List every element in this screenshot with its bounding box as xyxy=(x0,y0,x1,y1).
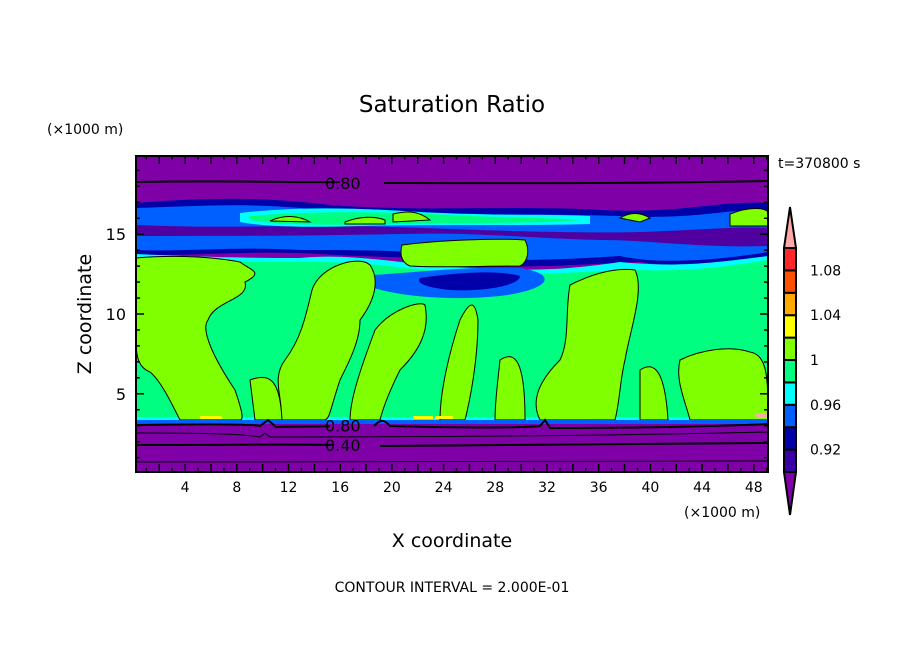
colorbar-swatch xyxy=(783,359,797,384)
colorbar-swatch xyxy=(783,269,797,294)
colorbar-under-triangle xyxy=(782,471,798,516)
y-units-label: (×1000 m) xyxy=(47,122,123,138)
y-tick-label: 15 xyxy=(106,225,126,244)
regions-above-1.00 xyxy=(136,208,768,421)
x-tick-label: 44 xyxy=(693,480,711,496)
contour-interval-note: CONTOUR INTERVAL = 2.000E-01 xyxy=(335,580,570,596)
y-tick-label: 10 xyxy=(106,305,126,324)
x-units-label: (×1000 m) xyxy=(684,505,760,521)
colorbar-swatch xyxy=(783,403,797,429)
x-tick-label: 16 xyxy=(331,480,349,496)
regions-above-1.02 xyxy=(200,416,453,419)
y-axis-label: Z coordinate xyxy=(74,254,96,374)
colorbar-swatch xyxy=(783,314,797,339)
region-0.96-boundary xyxy=(136,420,768,424)
colorbar-label: 1.08 xyxy=(810,263,841,279)
contour-field: 0.800.800.40 xyxy=(136,156,768,472)
x-tick-label: 48 xyxy=(745,480,763,496)
x-tick-label: 24 xyxy=(435,480,453,496)
colorbar-label: 0.96 xyxy=(810,398,841,414)
colorbar-over-triangle xyxy=(782,206,798,249)
chart-title: Saturation Ratio xyxy=(359,92,545,118)
contour-label: 0.80 xyxy=(325,174,361,193)
x-tick-label: 12 xyxy=(280,480,298,496)
colorbar-swatch xyxy=(783,448,797,474)
contour-labels: 0.800.800.40 xyxy=(325,174,361,455)
x-tick-label: 28 xyxy=(486,480,504,496)
x-tick-label: 40 xyxy=(641,480,659,496)
x-tick-label: 20 xyxy=(383,480,401,496)
colorbar: 0.92 0.96 1 1.04 1.08 xyxy=(782,206,841,516)
x-tick-label: 8 xyxy=(232,480,241,496)
x-axis-label: X coordinate xyxy=(392,530,512,552)
region-dry-pocket-core xyxy=(419,272,520,291)
colorbar-swatch xyxy=(783,381,797,406)
colorbar-label: 0.92 xyxy=(810,443,841,459)
contour-label: 0.40 xyxy=(325,436,361,455)
colorbar-swatch xyxy=(783,291,797,317)
contour-label: 0.80 xyxy=(325,417,361,436)
x-tick-label: 36 xyxy=(590,480,608,496)
colorbar-swatch xyxy=(783,336,797,362)
region-above-1.10 xyxy=(755,413,767,418)
colorbar-label: 1.04 xyxy=(810,308,841,324)
x-tick-label: 32 xyxy=(538,480,556,496)
region-indigo-band xyxy=(136,225,768,247)
contour-lines xyxy=(136,180,768,463)
time-label: t=370800 s xyxy=(778,156,860,172)
colorbar-swatch xyxy=(783,426,797,451)
colorbar-label: 1 xyxy=(810,353,819,369)
y-tick-label: 5 xyxy=(116,385,126,404)
x-tick-label: 4 xyxy=(181,480,190,496)
colorbar-swatch xyxy=(783,247,797,272)
